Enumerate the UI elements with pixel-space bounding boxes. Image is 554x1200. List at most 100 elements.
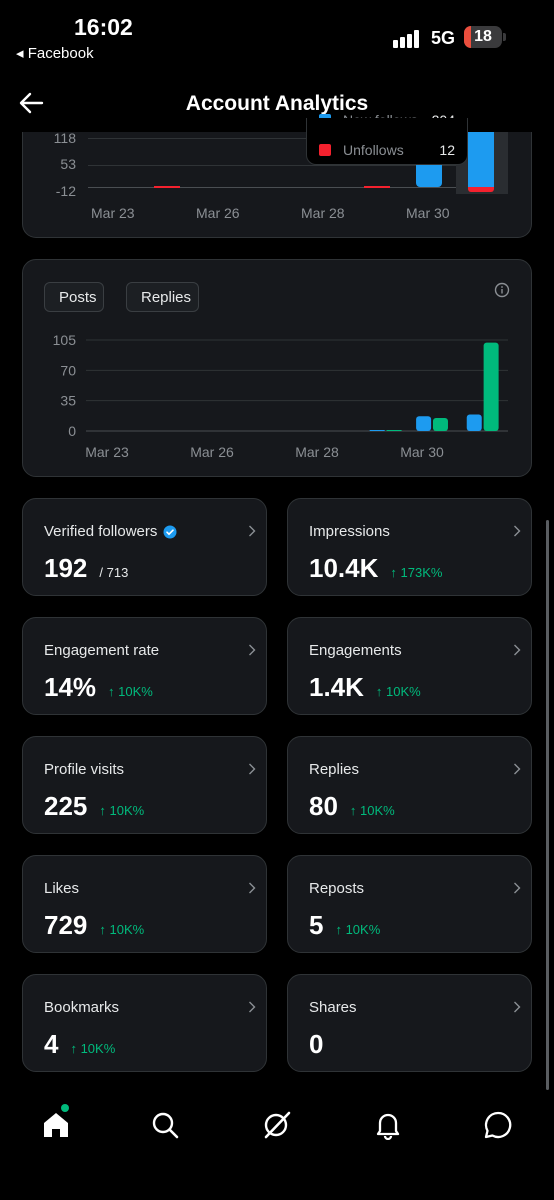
legend-label: Replies bbox=[141, 288, 192, 306]
metric-label: Reposts bbox=[309, 880, 364, 897]
chevron-right-icon bbox=[514, 1001, 521, 1013]
metric-value-row: 14% ↑ 10K% bbox=[44, 672, 153, 703]
unfollow-bar bbox=[154, 186, 180, 188]
search-icon[interactable] bbox=[150, 1110, 180, 1140]
metric-value: 80 bbox=[309, 791, 338, 821]
metric-card-bookmarks[interactable]: Bookmarks 4 ↑ 10K% bbox=[22, 974, 267, 1072]
metric-value: 4 bbox=[44, 1029, 59, 1059]
network-type: 5G bbox=[431, 28, 456, 48]
metric-value-row: 225 ↑ 10K% bbox=[44, 791, 144, 822]
zero-line bbox=[88, 187, 508, 188]
tooltip-clip bbox=[306, 118, 468, 132]
battery-level bbox=[464, 26, 471, 48]
metric-label: Bookmarks bbox=[44, 999, 119, 1016]
signal-icon bbox=[393, 30, 419, 48]
legend-swatch bbox=[319, 144, 331, 156]
status-time: 16:02 bbox=[74, 14, 133, 40]
x-tick-label: Mar 23 bbox=[85, 444, 129, 460]
metric-value: 14% bbox=[44, 672, 97, 702]
metric-card-reposts[interactable]: Reposts 5 ↑ 10K% bbox=[287, 855, 532, 953]
posts-bar bbox=[416, 416, 432, 431]
x-tick: Mar 30 bbox=[406, 205, 450, 221]
metric-card-shares[interactable]: Shares 0 bbox=[287, 974, 532, 1072]
metric-change: ↑ 10K% bbox=[375, 684, 421, 699]
metric-label: Shares bbox=[309, 999, 357, 1016]
info-icon[interactable] bbox=[494, 282, 510, 298]
metric-change: ↑ 10K% bbox=[99, 803, 145, 818]
tooltip-label: Unfollows bbox=[343, 142, 404, 158]
metric-value-row: 4 ↑ 10K% bbox=[44, 1029, 115, 1060]
chevron-right-icon bbox=[514, 763, 521, 775]
metric-label-text: Engagements bbox=[309, 642, 402, 659]
metric-change: ↑ 10K% bbox=[70, 1041, 116, 1056]
scrollbar[interactable] bbox=[546, 520, 549, 1090]
metric-value: 192 bbox=[44, 553, 88, 583]
metric-value-row: 1.4K ↑ 10K% bbox=[309, 672, 421, 703]
metric-label: Engagements bbox=[309, 642, 402, 659]
gridline bbox=[88, 138, 508, 139]
metric-label: Likes bbox=[44, 880, 79, 897]
unfollow-bar bbox=[364, 186, 390, 188]
bell-icon[interactable] bbox=[373, 1110, 403, 1140]
metric-value-row: 192 / 713 bbox=[44, 553, 128, 584]
y-tick: -12 bbox=[55, 183, 76, 199]
y-tick-label: 105 bbox=[53, 332, 77, 348]
battery-percent: 18 bbox=[474, 28, 492, 45]
replies-bar bbox=[432, 418, 448, 431]
metric-label-text: Likes bbox=[44, 880, 80, 897]
metric-change: ↑ 173K% bbox=[390, 565, 443, 580]
y-tick-label: 0 bbox=[68, 423, 76, 439]
metric-card-replies[interactable]: Replies 80 ↑ 10K% bbox=[287, 736, 532, 834]
metric-change: ↑ 10K% bbox=[99, 922, 145, 937]
legend-replies[interactable]: Replies bbox=[126, 282, 199, 312]
back-to-app-link[interactable]: ◂ Facebook bbox=[16, 45, 94, 62]
metric-card-engagements[interactable]: Engagements 1.4K ↑ 10K% bbox=[287, 617, 532, 715]
header-mask bbox=[0, 118, 554, 132]
x-tick-label: Mar 26 bbox=[190, 444, 234, 460]
metric-change: ↑ 10K% bbox=[108, 684, 153, 699]
metric-label: Profile visits bbox=[44, 761, 124, 778]
chevron-right-icon bbox=[249, 763, 256, 775]
metric-label-text: Verified followers bbox=[44, 523, 158, 540]
posts-bar bbox=[466, 414, 482, 431]
grok-icon[interactable] bbox=[262, 1110, 292, 1140]
battery-cap bbox=[503, 33, 506, 41]
metric-value-row: 0 bbox=[309, 1029, 323, 1060]
metric-card-impressions[interactable]: Impressions 10.4K ↑ 173K% bbox=[287, 498, 532, 596]
messages-icon[interactable] bbox=[483, 1110, 513, 1140]
metric-card-verified-followers[interactable]: Verified followers 192 / 713 bbox=[22, 498, 267, 596]
metric-card-profile-visits[interactable]: Profile visits 225 ↑ 10K% bbox=[22, 736, 267, 834]
posts-bar bbox=[369, 430, 385, 431]
chevron-right-icon bbox=[514, 882, 521, 894]
chevron-right-icon bbox=[514, 644, 521, 656]
metric-card-engagement-rate[interactable]: Engagement rate 14% ↑ 10K% bbox=[22, 617, 267, 715]
replies-bar bbox=[483, 342, 499, 431]
metric-change: ↑ 10K% bbox=[349, 803, 395, 818]
x-tick-label: Mar 28 bbox=[295, 444, 339, 460]
metric-label: Replies bbox=[309, 761, 359, 778]
x-tick: Mar 28 bbox=[301, 205, 345, 221]
y-tick: 118 bbox=[53, 130, 76, 146]
back-arrow-icon[interactable] bbox=[18, 90, 44, 116]
chevron-right-icon bbox=[514, 525, 521, 537]
y-tick-label: 35 bbox=[60, 393, 76, 409]
metric-label-text: Replies bbox=[309, 761, 360, 778]
chevron-right-icon bbox=[249, 1001, 256, 1013]
metric-total: / 713 bbox=[99, 565, 129, 580]
tooltip-value: 12 bbox=[439, 142, 455, 158]
home-icon[interactable] bbox=[41, 1110, 71, 1140]
metric-label-text: Profile visits bbox=[44, 761, 125, 778]
metric-value: 10.4K bbox=[309, 553, 379, 583]
metric-value-row: 729 ↑ 10K% bbox=[44, 910, 144, 941]
metric-value: 5 bbox=[309, 910, 324, 940]
posts-replies-bar-chart: 105 70 35 0 Mar 23 Mar 26 Mar 28 Mar 30 bbox=[53, 332, 508, 460]
replies-bar bbox=[386, 430, 402, 431]
metric-value: 0 bbox=[309, 1029, 324, 1059]
metric-label-text: Impressions bbox=[309, 523, 390, 540]
posts-chart-card bbox=[22, 259, 532, 477]
unfollow-bar bbox=[468, 187, 494, 192]
metric-card-likes[interactable]: Likes 729 ↑ 10K% bbox=[22, 855, 267, 953]
legend-posts[interactable]: Posts bbox=[44, 282, 104, 312]
metric-label: Impressions bbox=[309, 523, 390, 540]
metric-value-row: 5 ↑ 10K% bbox=[309, 910, 380, 941]
